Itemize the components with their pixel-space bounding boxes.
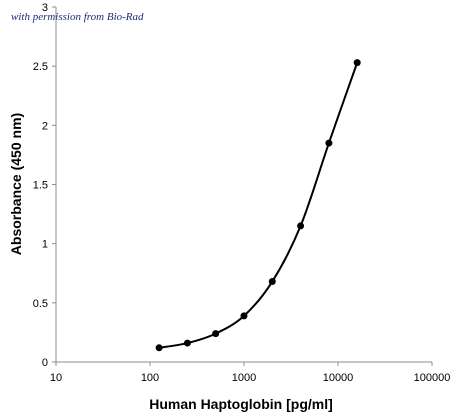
y-tick-label: 1.5 xyxy=(33,180,48,192)
y-tick-label: 1 xyxy=(42,239,48,251)
data-point xyxy=(325,139,333,147)
data-point xyxy=(268,278,276,286)
y-tick-label: 0.5 xyxy=(33,298,48,310)
y-tick-label: 2.5 xyxy=(33,61,48,73)
data-point xyxy=(297,222,305,230)
standard-curve-line xyxy=(158,62,359,349)
x-axis-ticks: 10 100 1000 10000 100000 xyxy=(50,362,450,384)
x-axis-title: Human Haptoglobin [pg/ml] xyxy=(149,396,333,412)
data-points xyxy=(155,59,361,352)
data-point xyxy=(183,339,191,347)
y-tick-label: 2 xyxy=(42,120,48,132)
x-tick-label: 10 xyxy=(50,372,62,384)
y-tick-label: 3 xyxy=(42,2,48,14)
data-point xyxy=(212,330,220,338)
data-point xyxy=(240,312,248,320)
x-tick-label: 10000 xyxy=(323,372,354,384)
x-tick-label: 100 xyxy=(141,372,159,384)
permission-credit: with permission from Bio-Rad xyxy=(11,11,144,23)
data-point xyxy=(353,59,361,67)
y-tick-label: 0 xyxy=(42,357,48,369)
x-tick-label: 1000 xyxy=(232,372,256,384)
x-tick-label: 100000 xyxy=(414,372,450,384)
data-point xyxy=(155,344,163,352)
y-axis-ticks: 0 0.5 1 1.5 2 2.5 3 xyxy=(33,2,56,369)
y-axis-title: Absorbance (450 nm) xyxy=(8,113,24,255)
